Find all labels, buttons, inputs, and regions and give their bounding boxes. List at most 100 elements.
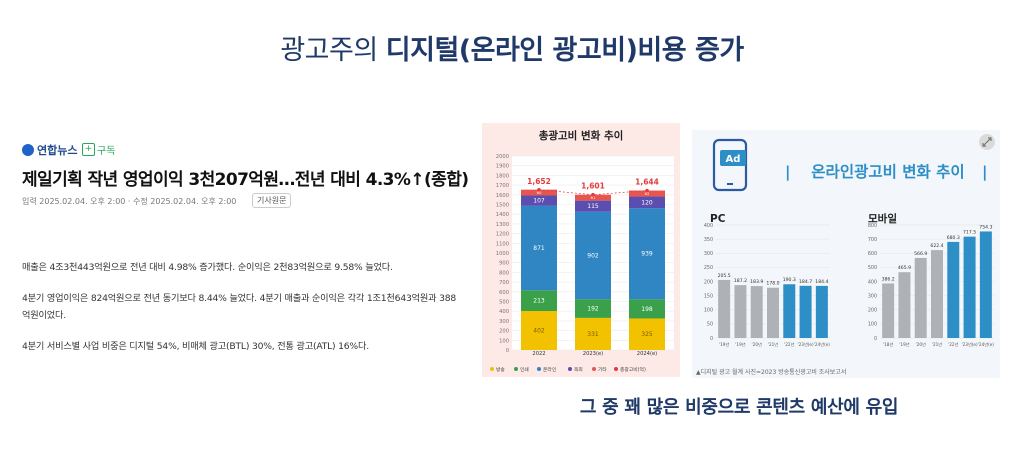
bar-segment-방송 xyxy=(521,311,557,350)
chart-title: 온라인광고비 변화 추이 xyxy=(811,162,964,181)
source-note: ▲디지털 광고 월계 사진=2023 방송통신광고비 조사보고서 xyxy=(696,368,846,376)
bar xyxy=(799,285,812,338)
y-tick-label: 1900 xyxy=(496,164,509,170)
expand-icon[interactable] xyxy=(979,134,995,150)
legend-label: 총광고비(억) xyxy=(620,366,646,373)
article-dateline: 입력 2025.02.04. 오후 2:00 · 수정 2025.02.04. … xyxy=(22,197,237,206)
panel-label: 모바일 xyxy=(868,212,897,225)
bar-value-label: 566.9 xyxy=(914,251,927,257)
legend-swatch xyxy=(537,367,541,371)
total-value-label: 1,601 xyxy=(581,182,605,191)
segment-value-label: 62 xyxy=(645,191,650,196)
x-tick-label: '21년 xyxy=(768,341,778,347)
segment-value-label: 331 xyxy=(587,331,599,338)
bar xyxy=(882,283,895,338)
bar-segment-기타 xyxy=(575,194,611,201)
segment-value-label: 402 xyxy=(533,328,545,335)
y-tick-label: 1300 xyxy=(496,222,509,228)
x-tick-label: 2024(e) xyxy=(637,351,657,357)
total-marker xyxy=(591,192,595,197)
bar-segment-방송 xyxy=(629,318,665,350)
bar-segment-온라인 xyxy=(629,208,665,300)
bar xyxy=(718,279,731,338)
article-headline: 제일기획 작년 영업이익 3천207억원…전년 대비 4.3%↑(종합) xyxy=(22,170,469,190)
y-tick-label: 700 xyxy=(499,280,509,286)
legend-swatch xyxy=(568,367,572,371)
y-tick-label: 150 xyxy=(704,293,713,299)
bar xyxy=(815,285,828,338)
segment-value-label: 939 xyxy=(641,251,653,258)
bar xyxy=(931,250,943,338)
bar-value-label: 754.3 xyxy=(979,224,992,230)
news-article: 연합뉴스 + 구독 제일기획 작년 영업이익 3천207억원…전년 대비 4.3… xyxy=(22,138,472,378)
bar xyxy=(750,286,763,338)
y-tick-label: 2000 xyxy=(496,154,509,160)
y-tick-label: 1400 xyxy=(496,212,509,218)
legend-swatch xyxy=(614,367,618,371)
news-source-name: 연합뉴스 xyxy=(37,144,78,157)
bar xyxy=(914,257,927,338)
x-tick-label: 2022 xyxy=(532,351,545,357)
y-tick-label: 200 xyxy=(499,329,509,335)
legend-label: 방송 xyxy=(496,366,505,373)
ad-phone-icon: Ad xyxy=(712,138,748,192)
y-tick-label: 600 xyxy=(499,290,509,296)
y-tick-label: 400 xyxy=(704,223,713,229)
bar-value-label: 183.9 xyxy=(750,279,763,285)
total-value-label: 1,652 xyxy=(527,177,551,186)
y-tick-label: 100 xyxy=(499,338,509,344)
title-divider-left: | xyxy=(785,163,790,182)
bar-value-label: 184.7 xyxy=(799,279,812,285)
bottom-caption: 그 중 꽤 많은 비중으로 콘텐츠 예산에 유입 xyxy=(579,397,899,418)
x-tick-label: '21년 xyxy=(932,341,942,347)
segment-value-label: 325 xyxy=(641,331,653,338)
total-ad-spend-svg: 총광고비 변화 추이 0 100 200 300 400 500 600 700 800 900 1… xyxy=(490,129,674,373)
y-tick-label: 300 xyxy=(704,251,713,257)
bar-value-label: 178.0 xyxy=(766,281,779,287)
x-tick-label: '24년(e) xyxy=(814,341,831,347)
segment-value-label: 120 xyxy=(641,199,653,206)
total-value-label: 1,644 xyxy=(635,178,659,187)
segment-value-label: 871 xyxy=(533,245,545,252)
x-tick-label: '24년(e) xyxy=(978,341,995,347)
segment-value-label: 61 xyxy=(591,195,596,200)
bar-segment-인쇄 xyxy=(575,299,611,318)
y-tick-label: 1600 xyxy=(496,193,509,199)
segment-value-label: 213 xyxy=(533,298,545,305)
subscribe-label: 구독 xyxy=(97,146,116,157)
panel-label: PC xyxy=(710,213,726,225)
article-paragraph: 4분기 영업이익은 824억원으로 전년 동기보다 8.44% 늘었다. 4분기… xyxy=(22,293,457,321)
y-tick-label: 300 xyxy=(868,293,877,299)
x-tick-label: 2023(e) xyxy=(583,351,603,357)
x-tick-label: '20년 xyxy=(752,341,762,347)
y-tick-label: 350 xyxy=(704,237,713,243)
y-tick-label: 100 xyxy=(704,308,713,314)
legend-label: 기타 xyxy=(598,366,607,373)
online-ad-spend-chart: Ad | 온라인광고비 변화 추이 | ▲디지털 광고 월계 사진=2023 방… xyxy=(692,130,1000,378)
news-source-logo[interactable]: 연합뉴스 xyxy=(22,142,77,158)
y-tick-label: 50 xyxy=(707,322,713,328)
bar-value-label: 187.2 xyxy=(734,278,747,284)
y-tick-label: 1000 xyxy=(496,251,509,257)
ad-badge-text: Ad xyxy=(726,154,741,165)
legend-swatch xyxy=(490,367,494,371)
y-tick-label: 800 xyxy=(868,223,877,229)
original-article-button[interactable]: 기사원문 xyxy=(252,193,292,208)
y-tick-label: 0 xyxy=(710,336,713,342)
y-tick-label: 600 xyxy=(868,251,877,257)
y-tick-label: 400 xyxy=(499,309,509,315)
subscribe-button[interactable]: + 구독 xyxy=(82,142,115,157)
bar-segment-온라인 xyxy=(521,205,557,291)
y-tick-label: 400 xyxy=(868,279,877,285)
bar-value-label: 205.5 xyxy=(718,273,731,279)
bar xyxy=(963,236,976,338)
yonhap-logo-icon xyxy=(22,144,34,156)
bar-value-label: 717.5 xyxy=(963,230,976,236)
bar-value-label: 190.3 xyxy=(783,277,796,283)
bar xyxy=(734,285,747,338)
bar-segment-인쇄 xyxy=(521,290,557,312)
legend-label: 옥외 xyxy=(574,366,583,373)
article-paragraph: 매출은 4조3천443억원으로 전년 대비 4.98% 증가했다. 순이익은 2… xyxy=(22,262,393,273)
bar-value-label: 622.4 xyxy=(930,243,943,249)
x-tick-label: '19년 xyxy=(735,341,745,347)
